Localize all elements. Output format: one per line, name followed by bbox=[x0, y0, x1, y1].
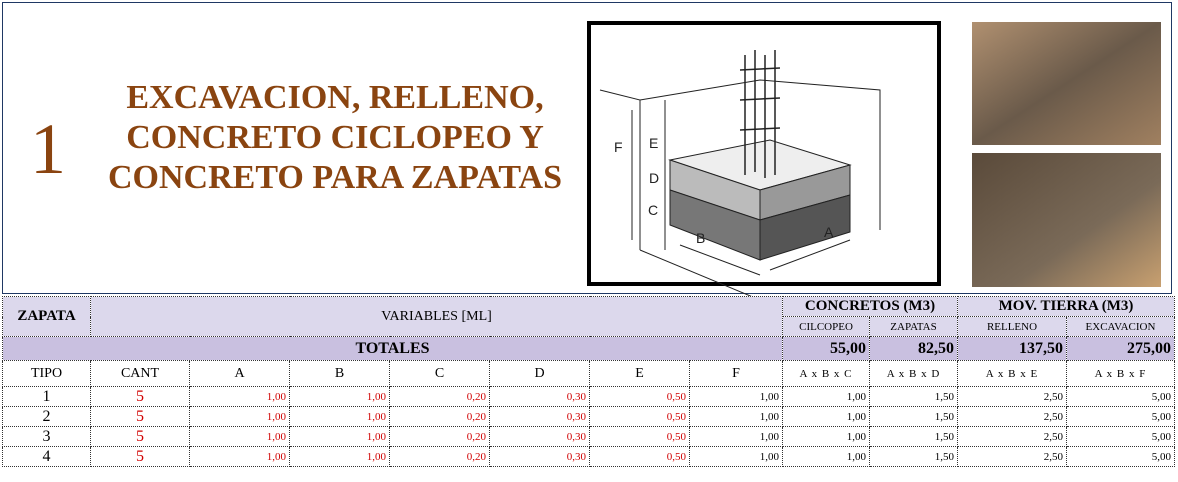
table-cell: 5 bbox=[90, 406, 190, 427]
table-cell: A x B x F bbox=[1066, 360, 1175, 387]
table-cell: 1,50 bbox=[869, 426, 958, 447]
table-cell: 1,00 bbox=[689, 406, 783, 427]
table-cell: CANT bbox=[90, 360, 190, 387]
table-cell: 0,50 bbox=[589, 426, 690, 447]
table-cell: 1,00 bbox=[189, 386, 290, 407]
table-cell: TIPO bbox=[2, 360, 91, 387]
table-cell: F bbox=[689, 360, 783, 387]
table-cell: 1,00 bbox=[189, 406, 290, 427]
title-line: CONCRETO PARA ZAPATAS bbox=[107, 159, 562, 196]
table-cell: 82,50 bbox=[869, 336, 958, 361]
table-row: CILCOPEO ZAPATAS RELLENO EXCAVACION bbox=[3, 316, 1175, 337]
sketch-label: D bbox=[649, 170, 659, 186]
table-cell: A x B x D bbox=[869, 360, 958, 387]
table-cell: CONCRETOS (M3) bbox=[782, 296, 958, 317]
table-cell: 1,00 bbox=[289, 426, 390, 447]
table-cell: 2,50 bbox=[957, 426, 1067, 447]
table-cell: CILCOPEO bbox=[782, 316, 870, 337]
table-cell: 137,50 bbox=[957, 336, 1067, 361]
table-cell: 1,00 bbox=[689, 426, 783, 447]
table-cell: ZAPATAS bbox=[869, 316, 958, 337]
sketch-label: B bbox=[696, 230, 705, 246]
illustrations: E F D C B A bbox=[587, 21, 1161, 296]
table-cell: 2,50 bbox=[957, 406, 1067, 427]
table-cell: TOTALES bbox=[2, 336, 783, 361]
table-cell: 1,50 bbox=[869, 406, 958, 427]
table-cell: 5,00 bbox=[1066, 446, 1175, 467]
title-line: EXCAVACION, RELLENO, bbox=[126, 79, 544, 116]
table-cell: A x B x E bbox=[957, 360, 1067, 387]
table-cell: A x B x C bbox=[782, 360, 870, 387]
table-cell: 55,00 bbox=[782, 336, 870, 361]
table-cell: 0,20 bbox=[389, 406, 490, 427]
table-cell: 0,30 bbox=[489, 426, 590, 447]
table-cell: EXCAVACION bbox=[1066, 316, 1175, 337]
section-number: 1 bbox=[30, 109, 66, 189]
table-cell: 1 bbox=[2, 386, 91, 407]
table-cell: 1,50 bbox=[869, 446, 958, 467]
table-cell: B bbox=[289, 360, 390, 387]
table-cell: 1,00 bbox=[782, 386, 870, 407]
table-cell: 1,00 bbox=[189, 446, 290, 467]
table-cell: 275,00 bbox=[1066, 336, 1175, 361]
table-cell: 5 bbox=[90, 446, 190, 467]
section-title: EXCAVACION, RELLENO, CONCRETO CICLOPEO Y… bbox=[100, 78, 570, 198]
table-cell: MOV. TIERRA (M3) bbox=[957, 296, 1175, 317]
table-cell: 5,00 bbox=[1066, 406, 1175, 427]
table-cell: 5 bbox=[90, 426, 190, 447]
table-cell: D bbox=[489, 360, 590, 387]
table-cell: 1,50 bbox=[869, 386, 958, 407]
table-cell: 5,00 bbox=[1066, 426, 1175, 447]
table-cell: 1,00 bbox=[782, 426, 870, 447]
table-cell: 4 bbox=[2, 446, 91, 467]
table-cell: 1,00 bbox=[289, 406, 390, 427]
table-cell: ZAPATA bbox=[2, 296, 91, 337]
table-cell: 1,00 bbox=[289, 386, 390, 407]
table-cell: 0,50 bbox=[589, 406, 690, 427]
table-cell: A bbox=[189, 360, 290, 387]
table-cell: 1,00 bbox=[689, 386, 783, 407]
table-row: TOTALES 55,00 82,50 137,50 275,00 bbox=[2, 336, 1175, 361]
table-cell: 0,20 bbox=[389, 446, 490, 467]
table-cell: VARIABLES [ML] bbox=[90, 296, 783, 337]
title-line: CONCRETO CICLOPEO Y bbox=[126, 119, 544, 156]
table-cell: 1,00 bbox=[782, 446, 870, 467]
sketch-label: A bbox=[824, 224, 834, 240]
table-cell: 5 bbox=[90, 386, 190, 407]
table-cell: 1,00 bbox=[782, 406, 870, 427]
table-cell: E bbox=[589, 360, 690, 387]
table-cell: 1,00 bbox=[189, 426, 290, 447]
table-cell: 0,30 bbox=[489, 446, 590, 467]
table-cell: 5,00 bbox=[1066, 386, 1175, 407]
table-cell: 1,00 bbox=[289, 446, 390, 467]
sketch-label: C bbox=[648, 202, 658, 218]
table-row: 4 5 1,00 1,00 0,20 0,30 0,50 1,00 1,00 1,50 2,50 5,… bbox=[2, 446, 1175, 467]
table-cell: 0,20 bbox=[389, 426, 490, 447]
data-table: ZAPATA VARIABLES [ML] CONCRETOS (M3) MOV. T… bbox=[2, 296, 1175, 467]
table-row: 2 5 1,00 1,00 0,20 0,30 0,50 1,00 1,00 1,50 2,50 5,… bbox=[2, 406, 1175, 427]
photo bbox=[972, 22, 1161, 145]
table-cell: 2 bbox=[2, 406, 91, 427]
table-cell: 0,30 bbox=[489, 406, 590, 427]
table-cell: 0,30 bbox=[489, 386, 590, 407]
table-cell: RELLENO bbox=[957, 316, 1067, 337]
table-cell: 2,50 bbox=[957, 446, 1067, 467]
photo bbox=[972, 153, 1161, 287]
table-cell: 0,50 bbox=[589, 386, 690, 407]
table-cell: 2,50 bbox=[957, 386, 1067, 407]
table-cell: 0,20 bbox=[389, 386, 490, 407]
table-row: 1 5 1,00 1,00 0,20 0,30 0,50 1,00 1,00 1,50 2,50 5,… bbox=[2, 386, 1175, 407]
table-cell: 0,50 bbox=[589, 446, 690, 467]
table-cell: 3 bbox=[2, 426, 91, 447]
table-row: 3 5 1,00 1,00 0,20 0,30 0,50 1,00 1,00 1,50 2,50 5,… bbox=[2, 426, 1175, 447]
sketch bbox=[587, 21, 941, 296]
sketch-label: E bbox=[649, 135, 658, 151]
table-cell: C bbox=[389, 360, 490, 387]
table-row: ZAPATA VARIABLES [ML] CONCRETOS (M3) MOV. T… bbox=[2, 296, 1175, 337]
sketch-label: F bbox=[614, 139, 623, 155]
table-cell: 1,00 bbox=[689, 446, 783, 467]
banner bbox=[2, 2, 1172, 294]
